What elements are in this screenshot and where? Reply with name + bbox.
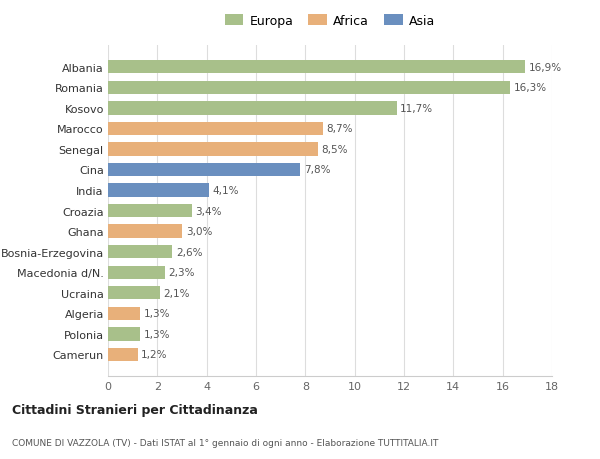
Bar	[108, 184, 209, 197]
Bar	[108, 143, 317, 156]
Bar	[108, 123, 323, 136]
Bar	[108, 307, 140, 320]
Text: 1,3%: 1,3%	[144, 329, 170, 339]
Text: 8,7%: 8,7%	[326, 124, 353, 134]
Text: 3,4%: 3,4%	[196, 206, 222, 216]
Text: 11,7%: 11,7%	[400, 104, 433, 113]
Text: 2,3%: 2,3%	[169, 268, 195, 278]
Text: 4,1%: 4,1%	[213, 185, 239, 196]
Bar	[108, 348, 137, 361]
Text: 16,3%: 16,3%	[514, 83, 547, 93]
Legend: Europa, Africa, Asia: Europa, Africa, Asia	[221, 11, 439, 31]
Bar	[108, 81, 510, 95]
Bar	[108, 225, 182, 238]
Bar	[108, 102, 397, 115]
Text: 2,6%: 2,6%	[176, 247, 202, 257]
Bar	[108, 61, 525, 74]
Bar	[108, 328, 140, 341]
Text: COMUNE DI VAZZOLA (TV) - Dati ISTAT al 1° gennaio di ogni anno - Elaborazione TU: COMUNE DI VAZZOLA (TV) - Dati ISTAT al 1…	[12, 438, 439, 447]
Text: 16,9%: 16,9%	[529, 62, 562, 73]
Bar	[108, 246, 172, 259]
Bar	[108, 163, 301, 177]
Bar	[108, 286, 160, 300]
Text: 8,5%: 8,5%	[322, 145, 348, 155]
Text: 2,1%: 2,1%	[163, 288, 190, 298]
Bar	[108, 266, 165, 280]
Bar	[108, 204, 192, 218]
Text: 1,2%: 1,2%	[142, 350, 168, 360]
Text: 1,3%: 1,3%	[144, 309, 170, 319]
Text: 7,8%: 7,8%	[304, 165, 331, 175]
Text: Cittadini Stranieri per Cittadinanza: Cittadini Stranieri per Cittadinanza	[12, 403, 258, 416]
Text: 3,0%: 3,0%	[186, 227, 212, 237]
